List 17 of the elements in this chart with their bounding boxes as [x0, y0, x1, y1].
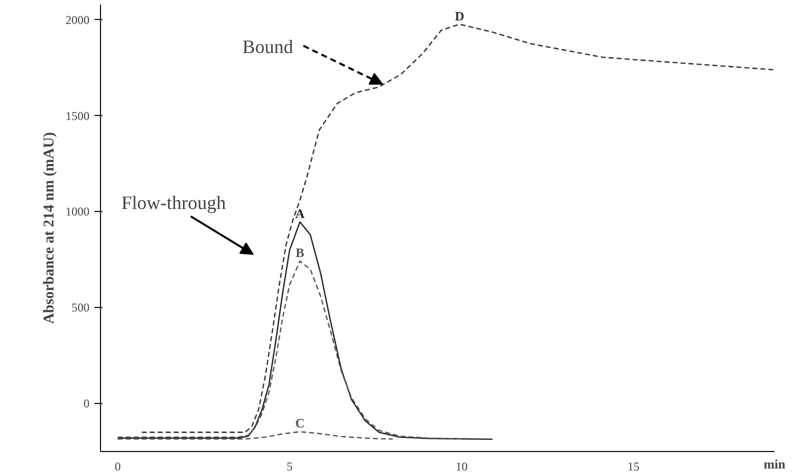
- series-label: A: [295, 206, 306, 221]
- y-axis-title: Absorbance at 214 nm (mAU): [42, 132, 58, 324]
- annotation: Bound: [242, 37, 294, 58]
- x-tick-label: 0: [114, 460, 121, 474]
- y-tick-label: 1500: [66, 108, 90, 123]
- series-label: C: [295, 416, 305, 431]
- series-label: B: [296, 245, 305, 260]
- y-tick-label: 2000: [66, 12, 90, 27]
- x-tick-label: 15: [628, 460, 640, 474]
- y-tick-label: 0: [84, 396, 90, 411]
- y-tick-label: 1000: [66, 204, 90, 219]
- x-axis-title: min: [764, 456, 786, 472]
- x-tick-label: 10: [456, 460, 468, 474]
- x-tick-label: 5: [286, 460, 293, 474]
- annotation: Flow-through: [121, 193, 226, 214]
- series-label: D: [454, 8, 464, 24]
- y-tick-label: 500: [72, 300, 90, 315]
